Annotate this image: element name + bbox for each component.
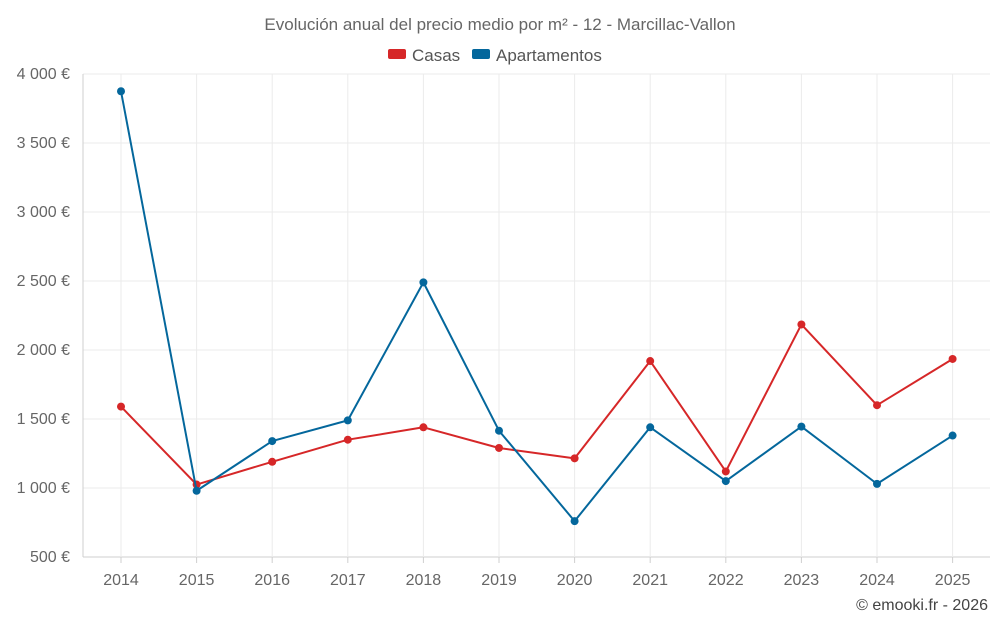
chart-title: Evolución anual del precio medio por m² … — [264, 15, 735, 34]
data-point-apartamentos[interactable] — [570, 517, 579, 526]
y-tick-label: 3 500 € — [17, 135, 70, 152]
y-axis: 500 € 1 000 € 1 500 € 2 000 € 2 500 € 3 000 €… — [17, 66, 84, 566]
data-point-casas[interactable] — [570, 454, 579, 463]
series-layer — [117, 87, 957, 526]
y-tick-label: 3 000 € — [17, 204, 70, 221]
grid — [83, 73, 990, 558]
data-point-casas[interactable] — [948, 354, 957, 363]
legend-label: Apartamentos — [496, 46, 602, 65]
y-tick-label: 500 € — [30, 549, 70, 566]
data-point-apartamentos[interactable] — [419, 278, 428, 287]
data-point-casas[interactable] — [721, 467, 730, 476]
data-point-casas[interactable] — [117, 402, 125, 411]
x-tick-label: 2015 — [179, 572, 215, 589]
legend-swatch — [388, 49, 406, 59]
y-tick-label: 2 000 € — [17, 342, 70, 359]
y-tick-label: 1 000 € — [17, 480, 70, 497]
data-point-apartamentos[interactable] — [192, 486, 201, 495]
legend-item-apartamentos[interactable]: Apartamentos — [472, 46, 602, 65]
legend-label: Casas — [412, 46, 460, 65]
legend-swatch — [472, 49, 490, 59]
data-point-apartamentos[interactable] — [343, 416, 352, 425]
x-tick-label: 2019 — [481, 572, 517, 589]
data-point-casas[interactable] — [797, 320, 806, 329]
x-tick-label: 2022 — [708, 572, 744, 589]
data-point-casas[interactable] — [495, 443, 503, 452]
x-tick-label: 2021 — [632, 572, 668, 589]
data-point-casas[interactable] — [268, 457, 277, 466]
data-point-casas[interactable] — [873, 401, 881, 410]
x-axis: 2014 2015 2016 2017 2018 2019 2020 2021 2022 2023… — [103, 557, 970, 589]
data-point-casas[interactable] — [646, 357, 655, 366]
data-point-apartamentos[interactable] — [268, 437, 277, 446]
y-tick-label: 4 000 € — [17, 66, 70, 83]
x-tick-label: 2014 — [103, 572, 139, 589]
legend-item-casas[interactable]: Casas — [388, 46, 460, 65]
y-tick-label: 2 500 € — [17, 273, 70, 290]
data-point-casas[interactable] — [343, 435, 352, 444]
data-point-apartamentos[interactable] — [797, 422, 806, 431]
x-tick-label: 2024 — [859, 572, 895, 589]
legend: Casas Apartamentos — [388, 46, 602, 65]
credit-text: © emooki.fr - 2026 — [856, 597, 988, 614]
data-point-apartamentos[interactable] — [873, 479, 881, 488]
data-point-apartamentos[interactable] — [646, 423, 655, 432]
data-point-apartamentos[interactable] — [948, 431, 957, 440]
x-tick-label: 2020 — [557, 572, 593, 589]
y-tick-label: 1 500 € — [17, 411, 70, 428]
series-line-casas — [120, 323, 954, 486]
x-tick-label: 2016 — [254, 572, 290, 589]
series-line-apartamentos — [120, 91, 954, 523]
x-tick-label: 2017 — [330, 572, 366, 589]
data-point-apartamentos[interactable] — [721, 477, 730, 486]
data-point-apartamentos[interactable] — [117, 87, 125, 96]
x-tick-label: 2018 — [406, 572, 442, 589]
data-point-casas[interactable] — [419, 423, 428, 432]
x-tick-label: 2023 — [784, 572, 820, 589]
x-tick-label: 2025 — [935, 572, 971, 589]
data-point-apartamentos[interactable] — [495, 426, 503, 435]
